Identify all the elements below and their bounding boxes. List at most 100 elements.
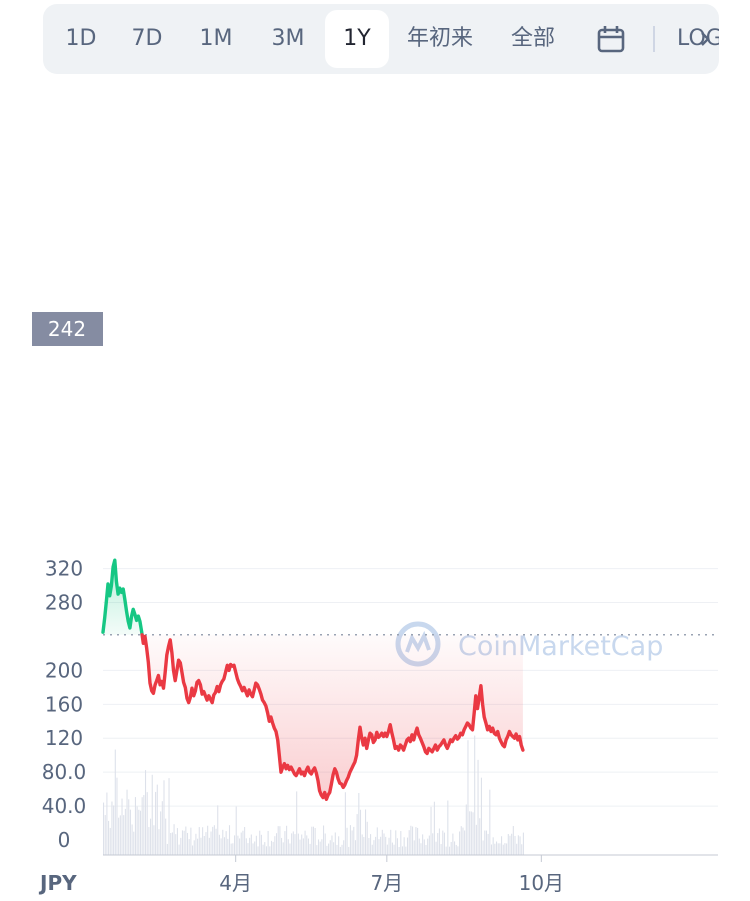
tab-log[interactable]: LOG xyxy=(677,26,719,51)
volume-bar xyxy=(297,833,299,855)
volume-bar xyxy=(155,791,157,855)
volume-bar xyxy=(380,836,382,855)
tab-1m[interactable]: 1M xyxy=(199,26,233,51)
volume-bar xyxy=(311,826,313,855)
volume-bar xyxy=(359,809,362,855)
volume-bar xyxy=(475,824,477,855)
volume-bar xyxy=(228,825,231,855)
volume-bar xyxy=(499,843,501,855)
volume-bar xyxy=(212,826,214,855)
volume-bar xyxy=(457,846,459,855)
volume-bar xyxy=(136,806,138,855)
volume-bar xyxy=(506,843,508,855)
y-tick-label: 120 xyxy=(45,726,83,750)
volume-bar xyxy=(363,836,365,855)
volume-bar xyxy=(361,834,363,855)
volume-bar xyxy=(328,843,330,855)
volume-bar xyxy=(116,777,118,855)
volume-bar xyxy=(497,843,499,855)
volume-bar xyxy=(294,834,296,855)
volume-bar xyxy=(299,839,301,855)
volume-bar xyxy=(405,846,407,855)
volume-bars xyxy=(103,735,524,855)
volume-bar xyxy=(368,838,370,855)
volume-bar xyxy=(156,784,158,855)
volume-bar xyxy=(339,846,341,855)
volume-bar xyxy=(144,770,147,855)
volume-bar xyxy=(269,846,271,855)
tab-1d[interactable]: 1D xyxy=(65,26,97,51)
volume-bar xyxy=(509,835,511,855)
chevron-right-icon[interactable] xyxy=(700,32,710,46)
volume-bar xyxy=(233,835,236,855)
volume-bar xyxy=(504,843,506,855)
volume-bar xyxy=(119,815,121,855)
y-tick-label: 200 xyxy=(45,658,83,682)
volume-bar xyxy=(378,839,380,855)
volume-bar xyxy=(190,827,192,855)
calendar-icon[interactable] xyxy=(596,24,626,54)
volume-bar xyxy=(301,834,303,855)
volume-bar xyxy=(323,825,325,855)
volume-bar xyxy=(166,843,168,855)
y-tick-label: 280 xyxy=(45,591,83,615)
volume-bar xyxy=(396,838,398,855)
tab-1y[interactable]: 1Y xyxy=(325,10,389,68)
baseline-label: 242 xyxy=(32,312,103,346)
x-tick-label: 10月 xyxy=(519,871,564,895)
volume-bar xyxy=(454,841,456,855)
volume-bar xyxy=(316,845,318,855)
volume-bar xyxy=(502,844,504,855)
volume-bar xyxy=(334,832,336,855)
volume-bar xyxy=(460,826,462,855)
volume-bar xyxy=(329,840,331,855)
volume-bar xyxy=(375,836,377,855)
volume-bar xyxy=(131,824,133,855)
volume-bar xyxy=(319,841,321,855)
volume-bar xyxy=(317,839,320,855)
volume-bar xyxy=(173,824,175,855)
volume-bar xyxy=(223,837,225,855)
volume-bar xyxy=(338,836,340,855)
volume-bar xyxy=(358,792,360,855)
volume-bar xyxy=(143,795,145,855)
volume-bar xyxy=(181,830,184,855)
volume-bar xyxy=(277,826,279,855)
volume-bar xyxy=(417,827,419,855)
volume-bar xyxy=(519,836,521,855)
volume-bar xyxy=(141,797,143,855)
tab-7d[interactable]: 7D xyxy=(131,26,163,51)
x-tick-label: 7月 xyxy=(370,871,403,895)
volume-bar xyxy=(516,843,518,855)
volume-bar xyxy=(354,840,356,855)
volume-bar xyxy=(111,801,113,855)
volume-bar xyxy=(438,828,440,855)
timeframe-tabbar: 1D 7D 1M 3M 1Y 年初来 全部 LOG xyxy=(43,4,719,74)
volume-bar xyxy=(306,835,308,855)
volume-bar xyxy=(287,839,289,855)
tab-ytd[interactable]: 年初来 xyxy=(406,26,473,51)
volume-bar xyxy=(264,842,266,855)
volume-bar xyxy=(373,840,375,855)
volume-bar xyxy=(205,832,207,855)
x-axis: 4月 7月 10月 xyxy=(219,855,564,895)
volume-bar xyxy=(462,827,464,855)
volume-bar xyxy=(193,840,195,855)
volume-bar xyxy=(346,827,348,855)
tab-all[interactable]: 全部 xyxy=(510,26,555,51)
volume-bar xyxy=(390,829,392,855)
volume-bar xyxy=(180,837,182,855)
tab-3m[interactable]: 3M xyxy=(271,26,305,51)
volume-bar xyxy=(395,830,397,855)
volume-bar xyxy=(272,841,274,855)
volume-bar xyxy=(514,835,516,855)
volume-bar xyxy=(479,818,481,855)
volume-bar xyxy=(348,846,350,855)
volume-bar xyxy=(165,818,167,855)
volume-bar xyxy=(109,827,111,855)
volume-bar xyxy=(148,827,150,855)
volume-bar xyxy=(376,827,378,855)
y-tick-label: 0 xyxy=(58,828,71,852)
volume-bar xyxy=(286,825,288,855)
